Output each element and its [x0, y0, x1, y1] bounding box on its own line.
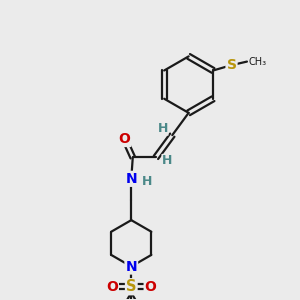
Text: S: S [226, 58, 236, 72]
Text: H: H [142, 175, 152, 188]
Text: O: O [106, 280, 118, 294]
Text: CH₃: CH₃ [248, 57, 267, 67]
Text: H: H [162, 154, 172, 167]
Text: S: S [126, 279, 136, 294]
Text: N: N [125, 260, 137, 274]
Text: O: O [145, 280, 157, 294]
Text: O: O [118, 132, 130, 146]
Text: N: N [125, 172, 137, 186]
Text: H: H [158, 122, 168, 135]
